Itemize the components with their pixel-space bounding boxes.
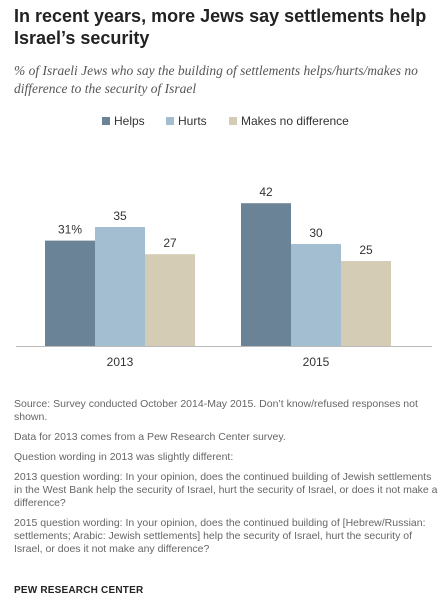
legend-label-helps: Helps xyxy=(114,114,145,128)
note-wording: Question wording in 2013 was slightly di… xyxy=(14,451,234,463)
note-2015-wording: 2015 question wording: In your opinion, … xyxy=(14,517,426,555)
data-label-no-difference-2015: 25 xyxy=(359,243,373,257)
legend: Helps Hurts Makes no difference xyxy=(0,114,447,130)
x-tick-label-2013: 2013 xyxy=(107,355,134,369)
bar-chart: 31% 35 27 2013 42 30 25 2015 xyxy=(16,185,432,369)
data-label-helps-2015: 42 xyxy=(259,185,273,199)
legend-swatch-helps xyxy=(102,117,110,125)
data-label-no-difference-2013: 27 xyxy=(163,236,177,250)
note-2013-data: Data for 2013 comes from a Pew Research … xyxy=(14,431,286,443)
bar-no-difference-2015 xyxy=(341,261,391,346)
data-label-helps-2013: 31% xyxy=(58,223,82,237)
legend-swatch-no-difference xyxy=(229,117,237,125)
chart-title: In recent years, more Jews say settlemen… xyxy=(14,6,427,48)
note-source: Source: Survey conducted October 2014-Ma… xyxy=(14,398,418,423)
bar-hurts-2013 xyxy=(95,227,145,346)
legend-label-hurts: Hurts xyxy=(178,114,207,128)
legend-item-no-difference: Makes no difference xyxy=(229,114,349,128)
notes: Source: Survey conducted October 2014-Ma… xyxy=(14,398,439,563)
legend-label-no-difference: Makes no difference xyxy=(241,114,349,128)
bar-no-difference-2013 xyxy=(145,254,195,346)
data-label-hurts-2015: 30 xyxy=(309,226,323,240)
data-label-hurts-2013: 35 xyxy=(113,209,127,223)
chart-subtitle: % of Israeli Jews who say the building o… xyxy=(14,63,418,96)
credit: PEW RESEARCH CENTER xyxy=(14,585,144,596)
bar-helps-2015 xyxy=(241,203,291,346)
x-tick-label-2015: 2015 xyxy=(303,355,330,369)
legend-item-hurts: Hurts xyxy=(166,114,207,128)
bar-helps-2013 xyxy=(45,240,95,346)
note-2013-wording: 2013 question wording: In your opinion, … xyxy=(14,471,438,509)
legend-swatch-hurts xyxy=(166,117,174,125)
bar-hurts-2015 xyxy=(291,244,341,346)
legend-item-helps: Helps xyxy=(102,114,145,128)
